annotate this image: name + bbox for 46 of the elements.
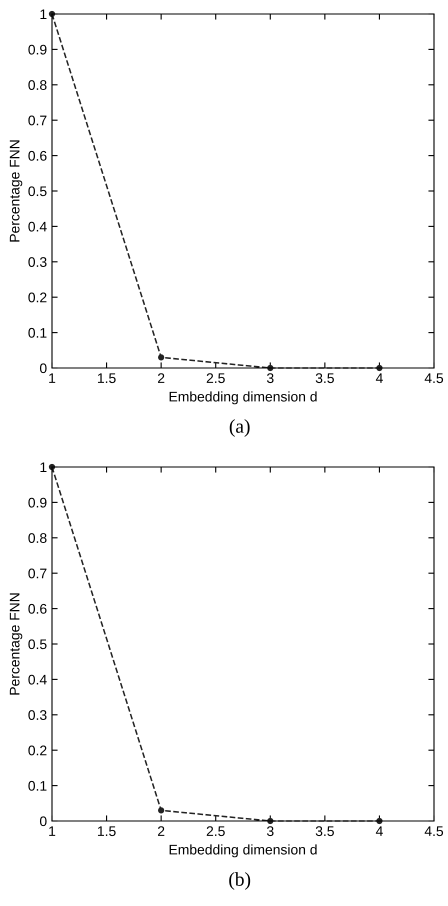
y-tick-label: 0.3 [28, 710, 47, 720]
y-tick-label: 0.7 [28, 116, 46, 126]
y-tick-label: 0.9 [28, 44, 46, 55]
y-tick-label: 0 [40, 816, 47, 826]
x-tick-label: 4.5 [424, 826, 444, 836]
point [158, 807, 164, 814]
text: (a) [230, 419, 250, 437]
y-tick-label: 0.1 [28, 780, 46, 791]
y-tick-label: 0.8 [28, 80, 47, 90]
x-tick-label: 2 [158, 826, 164, 836]
y-tick-label: 0.4 [28, 674, 47, 685]
y-tick-label: 0.2 [28, 292, 46, 302]
x-tick-label: 1.5 [98, 826, 116, 836]
y-tick-label: 1 [40, 9, 46, 20]
y-tick-label: 0.5 [28, 639, 47, 650]
y-tick-label: 0.2 [28, 746, 46, 756]
y-axis-title: Percentage FNN [10, 140, 22, 242]
y-tick-label: 0.6 [28, 604, 47, 614]
y-tick-label: 0.4 [28, 222, 47, 232]
text: (b) [229, 872, 250, 890]
x-axis-title: Embedding dimension d [170, 391, 317, 404]
y-tick-label: 0.1 [28, 328, 46, 338]
x-tick-label: 4.5 [424, 373, 444, 384]
y-tick-label: 0.8 [28, 533, 47, 543]
x-tick-label: 3.5 [316, 373, 334, 384]
y-tick-label: 0 [40, 363, 47, 374]
x-tick-label: 2.5 [206, 373, 225, 384]
x-tick-label: 3 [266, 373, 274, 384]
y-tick-label: 0.3 [28, 257, 47, 267]
x-tick-label: 3 [266, 826, 274, 836]
y-tick-label: 0.7 [28, 568, 46, 578]
x-tick-label: 1 [49, 826, 56, 836]
x-axis-title: Embedding dimension d [170, 844, 317, 858]
y-tick-label: 0.5 [28, 186, 47, 196]
x-tick-label: 4 [376, 826, 383, 836]
x-tick-label: 2 [158, 373, 164, 383]
x-tick-label: 1 [49, 373, 56, 383]
y-tick-label: 0.9 [28, 498, 46, 508]
x-tick-label: 2.5 [206, 826, 225, 836]
point [158, 354, 164, 361]
x-tick-label: 1.5 [98, 373, 116, 384]
y-tick-label: 0.6 [28, 150, 47, 161]
x-tick-label: 3.5 [316, 826, 334, 836]
x-tick-label: 4 [376, 373, 383, 383]
y-tick-label: 1 [40, 462, 46, 472]
y-axis-title: Percentage FNN [10, 593, 22, 695]
